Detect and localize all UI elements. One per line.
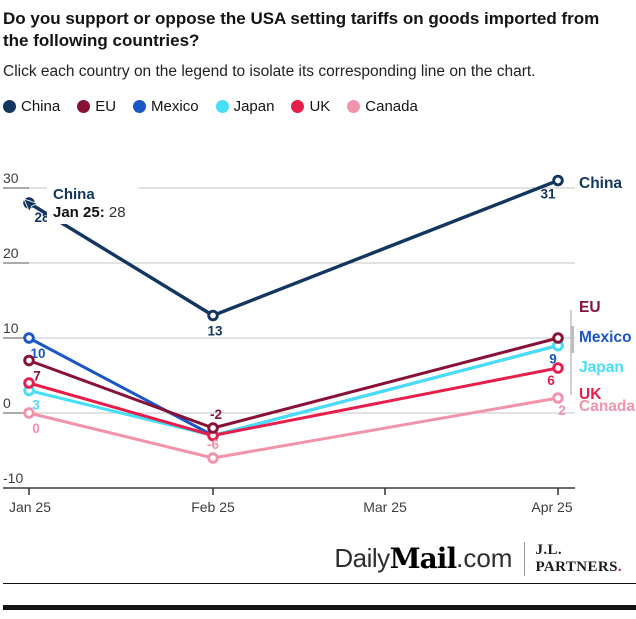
- separator-thin: [3, 583, 636, 584]
- y-tick-label: 10: [3, 320, 19, 336]
- series-end-label-japan: Japan: [579, 359, 624, 376]
- data-point-canada[interactable]: [552, 391, 564, 404]
- line-chart[interactable]: 30 20 10 0 -10 Jan 25 Feb 25 Mar 25 Apr 25 10 9 3 6 0…: [3, 155, 636, 523]
- data-point-canada[interactable]: [207, 451, 219, 464]
- legend-dot-icon: [3, 99, 16, 113]
- legend-item-japan[interactable]: Japan: [215, 97, 275, 115]
- data-point-eu[interactable]: [552, 331, 564, 344]
- data-point-uk[interactable]: [552, 361, 564, 374]
- data-point-canada[interactable]: [23, 406, 35, 419]
- x-tick-label: Feb 25: [191, 499, 235, 515]
- value-label-canada: -6: [207, 437, 219, 452]
- mouse-cursor-icon: [23, 197, 39, 213]
- legend-dot-icon: [291, 99, 305, 113]
- legend-item-label: Japan: [233, 97, 275, 115]
- x-tick-label: Mar 25: [363, 499, 407, 515]
- value-label-eu: 7: [33, 368, 41, 383]
- dailymail-logo-com: .com: [456, 543, 513, 574]
- x-tick-label: Apr 25: [531, 499, 572, 515]
- legend-item-label: Mexico: [151, 97, 199, 115]
- x-tick-label: Jan 25: [9, 499, 51, 515]
- value-label-china: 31: [540, 186, 556, 201]
- tooltip-row: Jan 25: 28: [53, 204, 126, 221]
- y-tick-label: 20: [3, 245, 19, 261]
- value-label-china: 13: [207, 323, 223, 338]
- series-end-label-china: China: [579, 175, 622, 192]
- series-end-label-uk: UK: [579, 386, 602, 403]
- jl-partners-logo: J.L. PARTNERS.: [535, 542, 622, 577]
- value-label-mexico: 9: [549, 351, 557, 366]
- legend-item-label: EU: [95, 97, 117, 115]
- data-point-eu[interactable]: [207, 421, 219, 434]
- legend-dot-icon: [133, 99, 147, 113]
- legend-item-label: Canada: [365, 97, 418, 115]
- footer-brands: Daily Mail .com J.L. PARTNERS.: [3, 542, 622, 577]
- value-label-japan: 3: [32, 397, 40, 412]
- y-tick-label: 0: [3, 395, 11, 411]
- value-label-china: 28: [34, 210, 50, 225]
- series-end-label-eu: EU: [579, 299, 601, 316]
- data-point-eu[interactable]: [23, 354, 35, 366]
- legend-item-label: China: [21, 97, 61, 115]
- value-label-canada: 2: [558, 403, 566, 418]
- tooltip-row-label: Jan 25:: [53, 203, 105, 221]
- legend-dot-icon: [215, 99, 229, 113]
- jl-partners-line1: J.L.: [535, 541, 563, 558]
- dailymail-logo-daily: Daily: [334, 543, 390, 574]
- value-label-mexico: 10: [30, 346, 45, 361]
- chart-subtitle: Click each country on the legend to isol…: [3, 62, 536, 80]
- jl-partners-period: .: [617, 558, 622, 575]
- legend-dot-icon: [347, 99, 361, 113]
- dailymail-logo-mail: Mail: [389, 542, 457, 576]
- value-label-uk: 6: [547, 373, 555, 388]
- legend-item-uk[interactable]: UK: [291, 98, 330, 115]
- chart-title: Do you support or oppose the USA setting…: [3, 9, 600, 50]
- tooltip: China Jan 25: 28: [47, 184, 138, 224]
- legend-item-eu[interactable]: EU: [77, 98, 116, 115]
- legend-item-mexico[interactable]: Mexico: [133, 98, 199, 115]
- legend-item-label: UK: [309, 97, 331, 115]
- value-label-canada: 0: [32, 421, 40, 436]
- series-line-uk[interactable]: [28, 366, 559, 437]
- y-tick-label: -10: [3, 470, 23, 486]
- data-point-china[interactable]: [552, 174, 564, 186]
- data-point-mexico[interactable]: [23, 331, 35, 344]
- series-end-label-mexico: Mexico: [579, 329, 632, 346]
- legend-item-china[interactable]: China: [3, 98, 60, 115]
- chart-area: 30 20 10 0 -10 Jan 25 Feb 25 Mar 25 Apr 25 10 9 3 6 0…: [3, 155, 636, 528]
- series-end-label-canada: Canada: [579, 398, 635, 415]
- legend: China EU Mexico Japan UK Canada: [3, 98, 636, 115]
- separator-thick: [3, 605, 636, 610]
- tooltip-row-value: 28: [108, 203, 126, 221]
- y-tick-label: 30: [3, 170, 19, 186]
- legend-item-canada[interactable]: Canada: [347, 98, 418, 115]
- data-point-china[interactable]: [207, 309, 219, 321]
- tooltip-series-name: China: [53, 185, 95, 203]
- data-point-uk[interactable]: [23, 376, 35, 389]
- legend-dot-icon: [77, 99, 91, 113]
- logo-divider: [524, 541, 526, 576]
- value-label-eu: -2: [210, 407, 222, 422]
- jl-partners-line2: PARTNERS: [535, 558, 618, 575]
